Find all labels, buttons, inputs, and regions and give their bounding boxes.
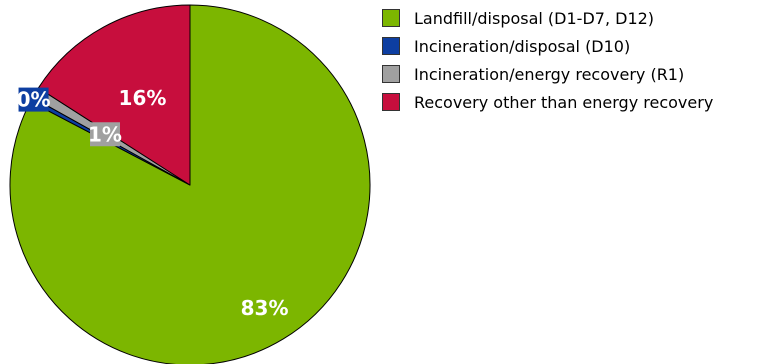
data-label-text-other-recovery: 16% xyxy=(119,86,167,110)
legend-item-landfill: Landfill/disposal (D1-D7, D12) xyxy=(382,6,713,30)
legend-label-other-recovery: Recovery other than energy recovery xyxy=(414,92,714,112)
legend-item-other-recovery: Recovery other than energy recovery xyxy=(382,90,713,114)
data-label-text-incineration-disposal: 0% xyxy=(17,88,51,112)
legend-swatch-other-recovery xyxy=(382,93,400,111)
pie-slices xyxy=(9,4,371,364)
data-label-other-recovery: 16% xyxy=(119,86,167,110)
pie-slice-landfill xyxy=(9,4,371,364)
data-label-landfill: 83% xyxy=(241,296,289,320)
legend-label-incineration-energy-recovery: Incineration/energy recovery (R1) xyxy=(414,64,685,84)
legend-label-landfill: Landfill/disposal (D1-D7, D12) xyxy=(414,8,655,28)
data-label-text-landfill: 83% xyxy=(241,296,289,320)
legend-swatch-incineration-energy-recovery xyxy=(382,65,400,83)
legend-item-incineration-energy-recovery: Incineration/energy recovery (R1) xyxy=(382,62,713,86)
data-label-box-incineration-disposal xyxy=(18,87,49,112)
legend-swatch-incineration-disposal xyxy=(382,37,400,55)
legend-item-incineration-disposal: Incineration/disposal (D10) xyxy=(382,34,713,58)
pie-slice-other-recovery xyxy=(37,4,191,186)
data-label-incineration-disposal: 0% xyxy=(17,87,51,112)
legend-swatch-landfill xyxy=(382,9,400,27)
data-label-box-incineration-energy-recovery xyxy=(89,122,120,147)
pie-data-labels: 83% 0% 1% 16% xyxy=(17,86,289,320)
chart-legend: Landfill/disposal (D1-D7, D12) Incinerat… xyxy=(382,6,713,118)
data-label-incineration-energy-recovery: 1% xyxy=(88,122,122,146)
legend-label-incineration-disposal: Incineration/disposal (D10) xyxy=(414,36,631,56)
data-label-text-incineration-energy-recovery: 1% xyxy=(88,122,122,146)
